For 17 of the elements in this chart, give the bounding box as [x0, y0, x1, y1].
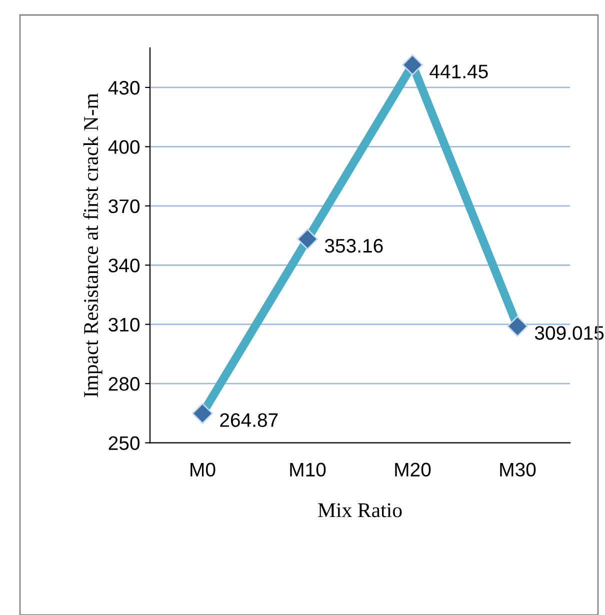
data-label: 264.87	[220, 413, 278, 427]
y-tick-label: 280	[108, 377, 140, 391]
y-tick-label: 370	[108, 199, 140, 214]
x-tick-label: M20	[395, 462, 431, 477]
y-tick-label: 310	[108, 318, 140, 332]
data-label: 441.45	[430, 64, 488, 78]
y-axis-title: Impact Resistance at first crack N-m	[83, 93, 102, 398]
data-label: 353.16	[324, 238, 383, 253]
x-tick-label: M10	[290, 462, 326, 477]
x-tick-label: M0	[190, 462, 216, 477]
y-tick-label: 430	[108, 80, 140, 95]
x-tick-label: M30	[500, 462, 536, 477]
x-axis-title: Mix Ratio	[318, 503, 402, 518]
y-tick-label: 400	[108, 140, 140, 154]
y-tick-label: 340	[108, 258, 140, 272]
y-tick-label: 250	[108, 436, 140, 450]
data-label: 309.015	[534, 326, 604, 340]
